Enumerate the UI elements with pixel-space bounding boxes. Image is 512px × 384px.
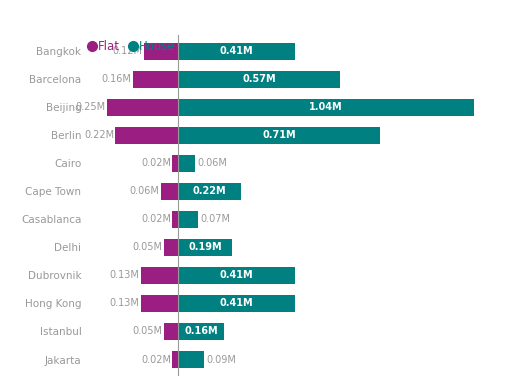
Text: 0.22M: 0.22M [193, 187, 226, 197]
Text: 0.13M: 0.13M [110, 270, 140, 280]
Text: 0.05M: 0.05M [133, 326, 162, 336]
Bar [164, 239, 178, 256]
Bar [178, 155, 195, 172]
Text: 0.13M: 0.13M [110, 298, 140, 308]
Bar [178, 323, 224, 340]
Bar [173, 155, 178, 172]
Text: 0.02M: 0.02M [141, 159, 171, 169]
Bar [178, 183, 241, 200]
Bar [178, 295, 295, 312]
Bar [173, 351, 178, 368]
Bar [173, 211, 178, 228]
Bar [178, 351, 204, 368]
Bar [178, 211, 198, 228]
Bar [178, 127, 380, 144]
Text: 0.12M: 0.12M [113, 46, 142, 56]
Text: 0.06M: 0.06M [130, 187, 160, 197]
Text: 0.41M: 0.41M [220, 46, 253, 56]
Bar [178, 71, 340, 88]
Bar [178, 99, 474, 116]
Text: 0.19M: 0.19M [188, 242, 222, 252]
Text: 0.05M: 0.05M [133, 242, 162, 252]
Bar [161, 183, 178, 200]
Text: 0.16M: 0.16M [101, 74, 131, 84]
Text: 0.41M: 0.41M [220, 298, 253, 308]
Text: 0.71M: 0.71M [262, 131, 296, 141]
Text: 0.41M: 0.41M [220, 270, 253, 280]
Text: 0.22M: 0.22M [84, 131, 114, 141]
Bar [178, 267, 295, 284]
Bar [107, 99, 178, 116]
Bar [133, 71, 178, 88]
Text: 0.09M: 0.09M [206, 354, 236, 364]
Bar [164, 323, 178, 340]
Bar [141, 295, 178, 312]
Bar [178, 239, 232, 256]
Text: 0.16M: 0.16M [184, 326, 218, 336]
Bar [144, 43, 178, 60]
Text: 1.04M: 1.04M [309, 103, 343, 113]
Text: 0.02M: 0.02M [141, 354, 171, 364]
Legend: Flat, House: Flat, House [89, 40, 176, 53]
Bar [116, 127, 178, 144]
Text: 0.57M: 0.57M [242, 74, 276, 84]
Text: 0.02M: 0.02M [141, 214, 171, 224]
Text: 0.07M: 0.07M [200, 214, 230, 224]
Text: 0.06M: 0.06M [198, 159, 227, 169]
Text: 0.25M: 0.25M [75, 103, 105, 113]
Bar [178, 43, 295, 60]
Bar [141, 267, 178, 284]
